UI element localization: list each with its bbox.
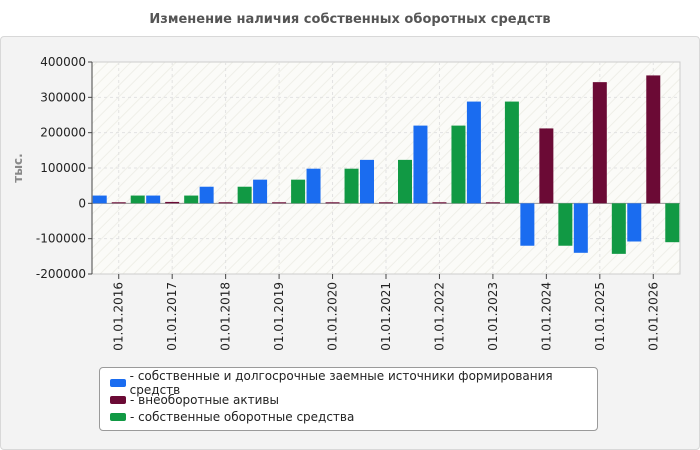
x-tick-label: 01.01.2019	[272, 282, 286, 351]
axis-layer: 400000 300000 200000 100000 0 -100000 -200000 0…	[36, 55, 660, 351]
x-tick-label: 01.01.2022	[432, 282, 446, 351]
x-tick-label: 01.01.2021	[379, 282, 393, 351]
chart-title: Изменение наличия собственных оборотных …	[149, 12, 551, 27]
y-tick-label: 300000	[40, 90, 86, 104]
bar-2	[646, 75, 661, 204]
y-tick-label: 200000	[40, 126, 86, 140]
x-tick-label: 01.01.2017	[165, 282, 179, 351]
x-tick-label: 01.01.2025	[593, 282, 607, 351]
bar-1	[360, 159, 374, 204]
bar-2	[539, 128, 554, 204]
bar-3	[611, 203, 626, 254]
x-tick-label: 01.01.2016	[112, 282, 126, 351]
bar-2	[485, 202, 500, 204]
bar-1	[92, 195, 107, 204]
legend-swatch	[110, 395, 126, 404]
bar-2	[272, 202, 287, 204]
legend-label: - внеоборотные активы	[130, 392, 279, 407]
x-tick-label: 01.01.2024	[539, 282, 553, 351]
bar-3	[291, 179, 306, 204]
legend-item: - собственные оборотные средства	[110, 408, 597, 425]
bar-2	[379, 202, 393, 204]
legend-item: - собственные и долгосрочные заемные ист…	[110, 369, 597, 397]
y-tick-label: 100000	[40, 161, 86, 175]
x-tick-label: 01.01.2026	[646, 282, 660, 351]
bar-3	[451, 125, 466, 204]
y-tick-label: -200000	[36, 267, 86, 281]
bar-1	[306, 168, 321, 204]
bar-1	[253, 179, 268, 204]
bar-3	[184, 195, 199, 204]
legend-label: - собственные и долгосрочные заемные ист…	[129, 368, 553, 397]
bar-3	[130, 195, 145, 204]
bar-2	[165, 201, 180, 204]
y-tick-label: -100000	[36, 232, 86, 246]
legend-swatch	[110, 378, 126, 387]
bar-3	[665, 203, 680, 243]
bar-2	[111, 202, 126, 204]
legend-swatch	[110, 412, 126, 421]
bar-1	[466, 101, 481, 204]
y-tick-label: 0	[78, 196, 86, 210]
bar-2	[325, 202, 340, 204]
x-tick-label: 01.01.2023	[486, 282, 500, 351]
bars-layer	[92, 75, 680, 254]
bar-1	[199, 186, 214, 204]
bar-3	[237, 186, 252, 204]
bar-1	[146, 195, 161, 204]
bar-1	[520, 203, 535, 246]
bar-3	[398, 159, 412, 204]
bar-3	[504, 101, 519, 204]
y-axis-label: тыс.	[11, 153, 25, 182]
x-tick-label: 01.01.2018	[219, 282, 233, 351]
x-tick-label: 01.01.2020	[326, 282, 340, 351]
legend-item: - внеоборотные активы	[110, 391, 597, 408]
legend-label: - собственные оборотные средства	[130, 409, 355, 424]
bar-3	[344, 168, 359, 204]
bar-2	[432, 202, 447, 204]
y-tick-label: 400000	[40, 55, 86, 69]
bar-3	[558, 203, 573, 246]
bar-1	[413, 125, 428, 204]
bar-2	[592, 82, 607, 204]
bar-1	[627, 203, 642, 242]
bar-2	[218, 202, 233, 204]
bar-1	[573, 203, 588, 253]
legend: - собственные и долгосрочные заемные ист…	[99, 367, 598, 431]
